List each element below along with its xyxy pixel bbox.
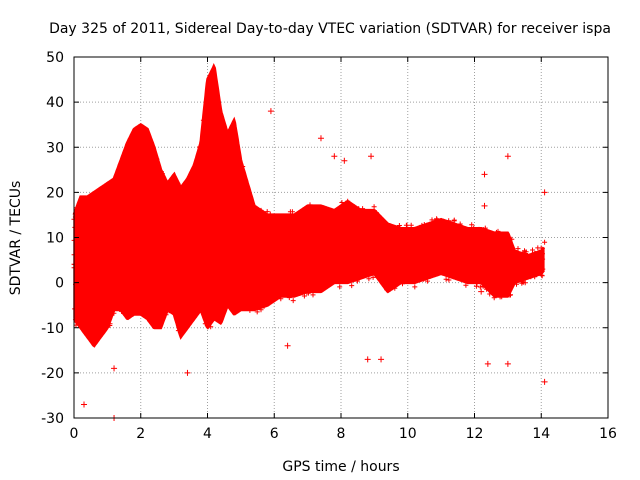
x-axis-label: GPS time / hours bbox=[282, 459, 399, 475]
outlier-point bbox=[504, 360, 511, 367]
outlier-point bbox=[484, 360, 491, 367]
outlier-point bbox=[368, 153, 375, 160]
outlier-point bbox=[364, 356, 371, 363]
x-tick-label: 6 bbox=[270, 426, 279, 442]
outlier-point bbox=[81, 401, 88, 408]
chart-title: Day 325 of 2011, Sidereal Day-to-day VTE… bbox=[49, 21, 611, 37]
y-tick-label: 20 bbox=[46, 185, 64, 201]
y-axis-label: SDTVAR / TECUs bbox=[8, 181, 24, 296]
outlier-point bbox=[378, 356, 385, 363]
y-tick-label: 10 bbox=[46, 231, 64, 247]
outlier-point bbox=[341, 157, 348, 164]
outlier-point bbox=[481, 171, 488, 178]
x-tick-label: 14 bbox=[532, 426, 550, 442]
data-scatter bbox=[71, 63, 548, 421]
y-tick-label: 50 bbox=[46, 50, 64, 66]
x-axis: 0 2 4 6 8 10 12 14 16 bbox=[70, 57, 617, 442]
outlier-point bbox=[541, 378, 548, 385]
y-axis: -30 -20 -10 0 10 20 30 40 50 bbox=[41, 50, 608, 427]
outlier-point bbox=[478, 288, 485, 295]
x-tick-label: 4 bbox=[203, 426, 212, 442]
y-tick-label: 40 bbox=[46, 95, 64, 111]
y-tick-label: -30 bbox=[41, 411, 64, 427]
x-tick-label: 16 bbox=[599, 426, 617, 442]
x-tick-label: 0 bbox=[70, 426, 79, 442]
y-tick-label: 0 bbox=[55, 276, 64, 292]
outlier-point bbox=[284, 342, 291, 349]
y-tick-label: -10 bbox=[41, 321, 64, 337]
x-tick-label: 10 bbox=[399, 426, 417, 442]
x-tick-label: 2 bbox=[136, 426, 145, 442]
outlier-point bbox=[541, 189, 548, 196]
outlier-point bbox=[317, 135, 324, 142]
outlier-point bbox=[111, 365, 118, 372]
x-tick-label: 8 bbox=[337, 426, 346, 442]
outlier-point bbox=[481, 202, 488, 209]
x-tick-label: 12 bbox=[466, 426, 484, 442]
outlier-point bbox=[267, 108, 274, 115]
y-tick-label: 30 bbox=[46, 140, 64, 156]
y-tick-label: -20 bbox=[41, 366, 64, 382]
outlier-point bbox=[331, 153, 338, 160]
outlier-point bbox=[184, 369, 191, 376]
outlier-point bbox=[504, 153, 511, 160]
upper-edge-trace bbox=[72, 63, 546, 258]
